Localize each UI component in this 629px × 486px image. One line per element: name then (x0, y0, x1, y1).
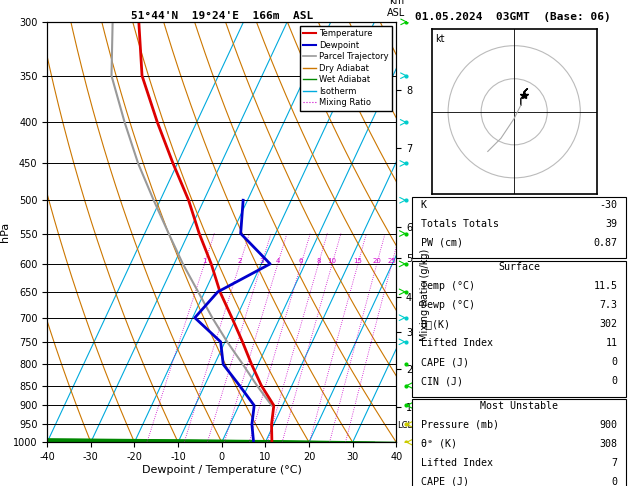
Text: CAPE (J): CAPE (J) (421, 357, 469, 367)
Text: Lifted Index: Lifted Index (421, 338, 493, 348)
Text: 20: 20 (372, 258, 381, 264)
Text: 302: 302 (599, 319, 617, 329)
Text: 11: 11 (605, 338, 617, 348)
Text: 2: 2 (238, 258, 242, 264)
Text: 7.3: 7.3 (599, 300, 617, 310)
Text: 3: 3 (259, 258, 264, 264)
Text: Totals Totals: Totals Totals (421, 219, 499, 228)
Text: Temp (°C): Temp (°C) (421, 281, 474, 291)
Text: Most Unstable: Most Unstable (480, 401, 558, 411)
Text: km
ASL: km ASL (387, 0, 406, 17)
Text: 4: 4 (276, 258, 280, 264)
Text: Lifted Index: Lifted Index (421, 458, 493, 468)
Text: 11.5: 11.5 (593, 281, 617, 291)
Text: 0: 0 (611, 376, 617, 386)
Text: 8: 8 (316, 258, 321, 264)
Text: θᴀ(K): θᴀ(K) (421, 319, 450, 329)
Text: kt: kt (435, 34, 445, 44)
Text: 10: 10 (328, 258, 337, 264)
Text: 0: 0 (611, 357, 617, 367)
Text: 01.05.2024  03GMT  (Base: 06): 01.05.2024 03GMT (Base: 06) (415, 12, 611, 22)
Text: 308: 308 (599, 439, 617, 449)
Y-axis label: hPa: hPa (0, 222, 10, 242)
Text: 900: 900 (599, 420, 617, 430)
Bar (412, 261, 626, 397)
Text: Mixing Ratio (g/kg): Mixing Ratio (g/kg) (420, 249, 430, 341)
Text: Surface: Surface (498, 262, 540, 272)
Legend: Temperature, Dewpoint, Parcel Trajectory, Dry Adiabat, Wet Adiabat, Isotherm, Mi: Temperature, Dewpoint, Parcel Trajectory… (300, 26, 392, 111)
Text: 0.87: 0.87 (593, 238, 617, 248)
Text: 1: 1 (202, 258, 207, 264)
Text: CIN (J): CIN (J) (421, 376, 462, 386)
Text: 15: 15 (353, 258, 362, 264)
Text: 25: 25 (387, 258, 396, 264)
Text: K: K (421, 200, 426, 209)
Text: 6: 6 (299, 258, 303, 264)
Bar (412, 399, 626, 486)
Bar (412, 197, 626, 258)
Text: Dewp (°C): Dewp (°C) (421, 300, 474, 310)
Text: -30: -30 (599, 200, 617, 209)
X-axis label: Dewpoint / Temperature (°C): Dewpoint / Temperature (°C) (142, 465, 302, 475)
Text: θᵊ (K): θᵊ (K) (421, 439, 457, 449)
Text: Pressure (mb): Pressure (mb) (421, 420, 499, 430)
Text: LCL: LCL (398, 421, 413, 430)
Text: PW (cm): PW (cm) (421, 238, 462, 248)
Text: 7: 7 (611, 458, 617, 468)
Text: CAPE (J): CAPE (J) (421, 477, 469, 486)
Text: 0: 0 (611, 477, 617, 486)
Title: 51°44'N  19°24'E  166m  ASL: 51°44'N 19°24'E 166m ASL (131, 11, 313, 21)
Text: 39: 39 (605, 219, 617, 228)
